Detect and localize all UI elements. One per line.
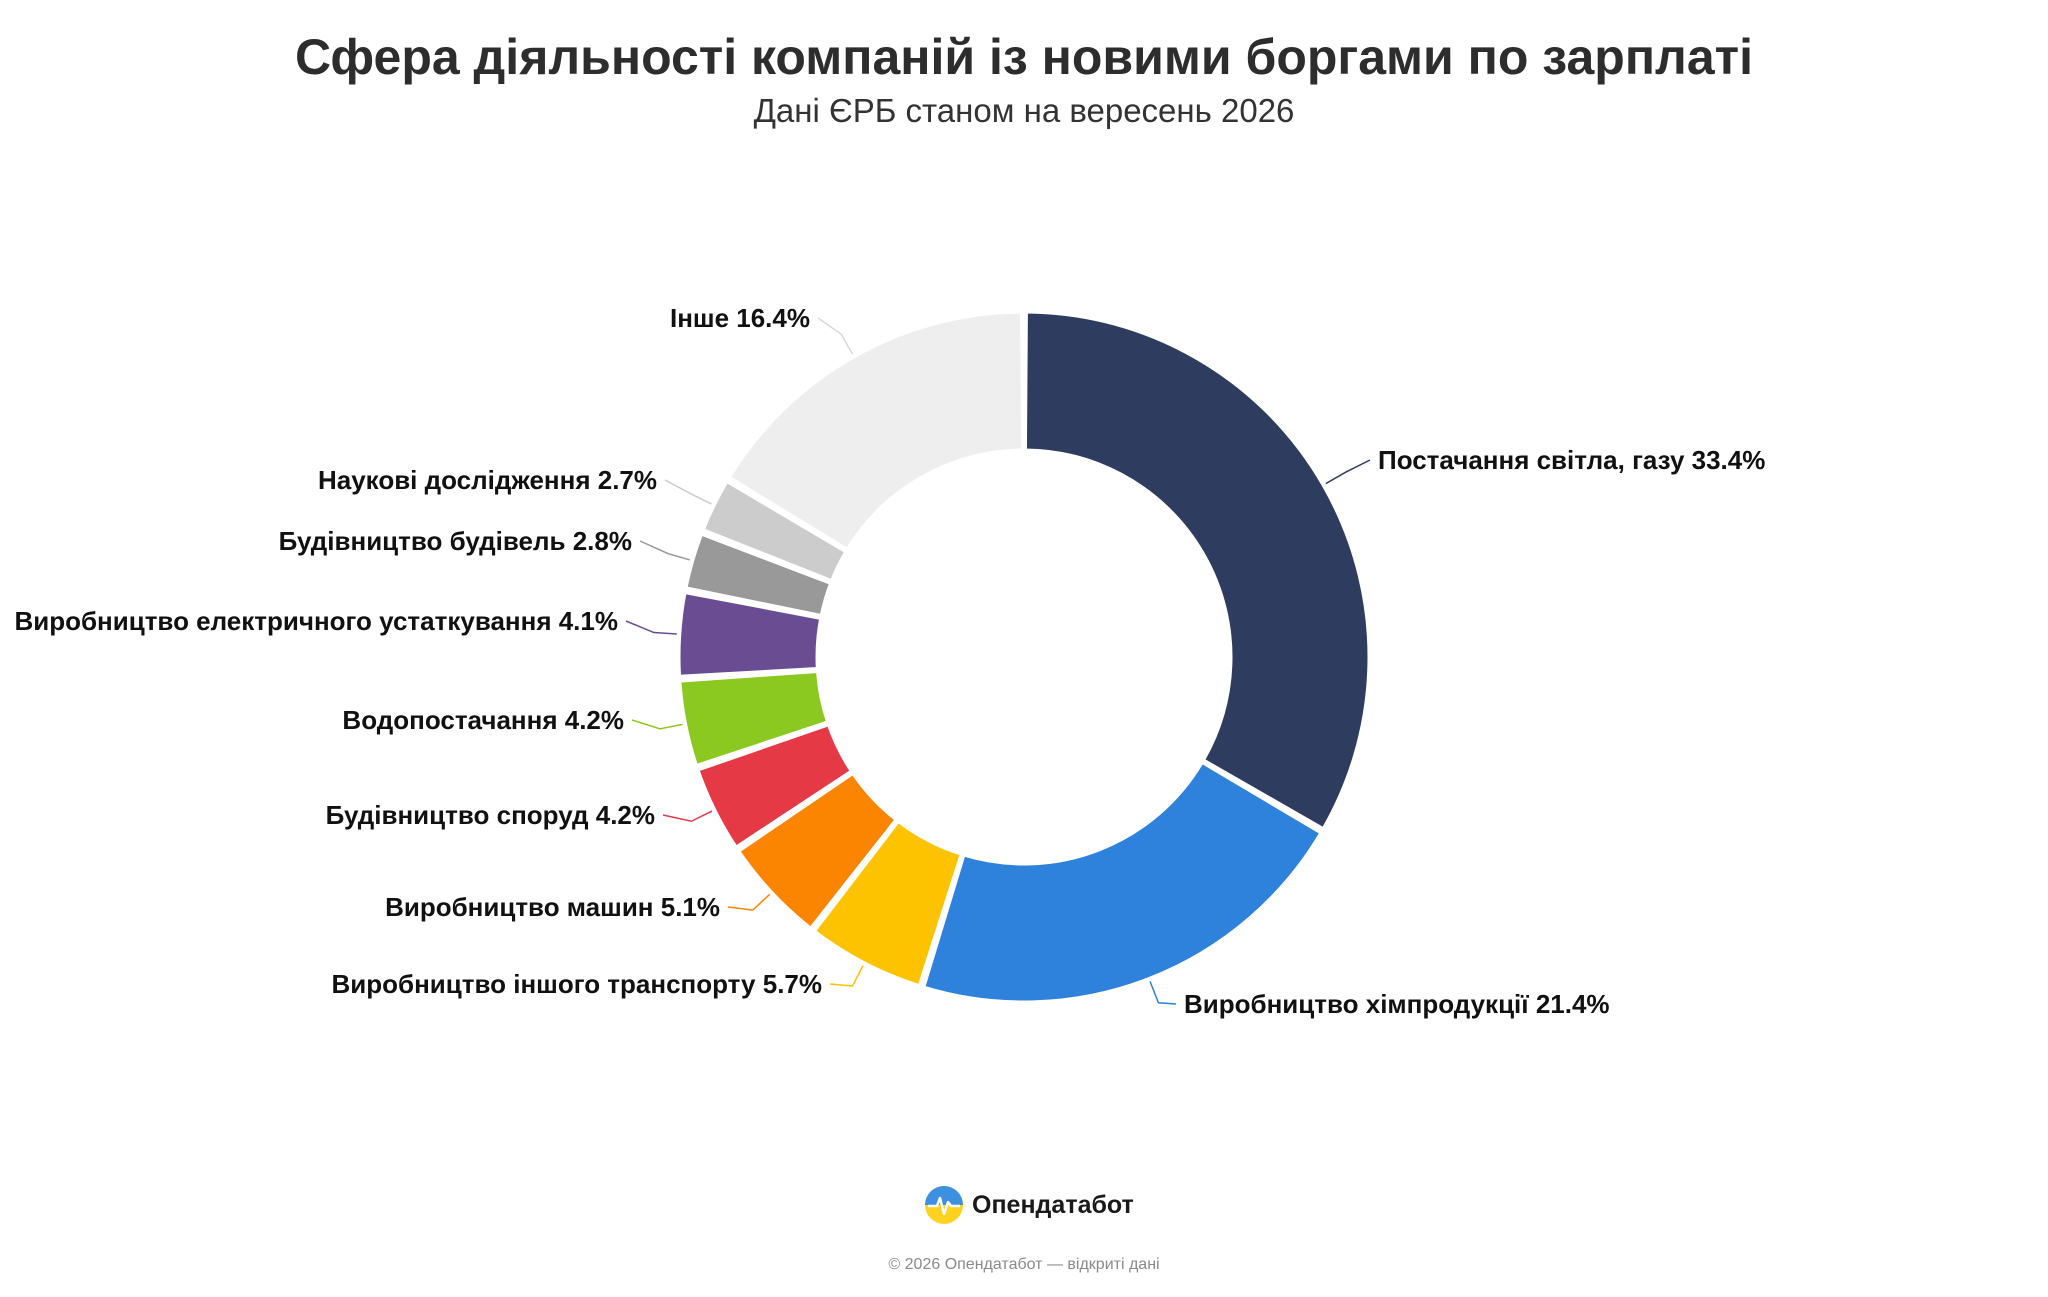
slice-label: Інше 16.4%: [670, 303, 810, 333]
donut-slice: [701, 480, 848, 583]
leader-line: [829, 965, 864, 987]
slice-label: Виробництво електричного устаткування 4.…: [14, 606, 618, 636]
brand-logo: Опендатабот: [924, 1185, 1134, 1225]
chart-title: Сфера діяльності компаній із новими борг…: [294, 29, 1754, 85]
slice-label: Виробництво іншого транспорту 5.7%: [332, 969, 823, 999]
donut-slices: [677, 310, 1371, 1004]
leader-line: [664, 479, 712, 505]
donut-slice: [812, 819, 963, 988]
copyright-text: © 2026 Опендатабот — відкриті дані: [888, 1256, 1160, 1273]
slice-label: Будівництво будівель 2.8%: [279, 526, 632, 556]
slice-label: Виробництво хімпродукції 21.4%: [1184, 989, 1610, 1019]
opendatabot-logo-icon: [925, 1186, 963, 1224]
donut-slice: [677, 591, 823, 678]
leader-line: [639, 540, 691, 561]
slice-label: Постачання світла, газу 33.4%: [1378, 445, 1765, 475]
leader-line: [1149, 981, 1177, 1005]
donut-slice: [696, 723, 853, 849]
leader-line: [631, 719, 683, 730]
slice-label: Виробництво машин 5.1%: [385, 892, 720, 922]
donut-slice: [727, 310, 1025, 551]
leader-line: [1325, 459, 1371, 485]
donut-slice: [922, 760, 1323, 1004]
brand-name: Опендатабот: [972, 1190, 1134, 1219]
leader-line: [625, 620, 677, 635]
leader-line: [727, 893, 771, 911]
donut-slice: [684, 532, 833, 618]
donut-slice: [1023, 310, 1371, 831]
leader-lines: [625, 317, 1371, 1005]
slice-label: Будівництво споруд 4.2%: [326, 800, 655, 830]
leader-line: [817, 317, 854, 355]
slice-label: Водопостачання 4.2%: [342, 705, 624, 735]
leader-line: [662, 810, 713, 823]
chart-subtitle: Дані ЄРБ станом на вересень 2026: [753, 92, 1295, 129]
slice-labels: Постачання світла, газу 33.4% Виробництво…: [14, 303, 1765, 1019]
donut-slice: [678, 669, 829, 767]
slice-label: Наукові дослідження 2.7%: [318, 465, 657, 495]
donut-slice: [737, 771, 898, 930]
